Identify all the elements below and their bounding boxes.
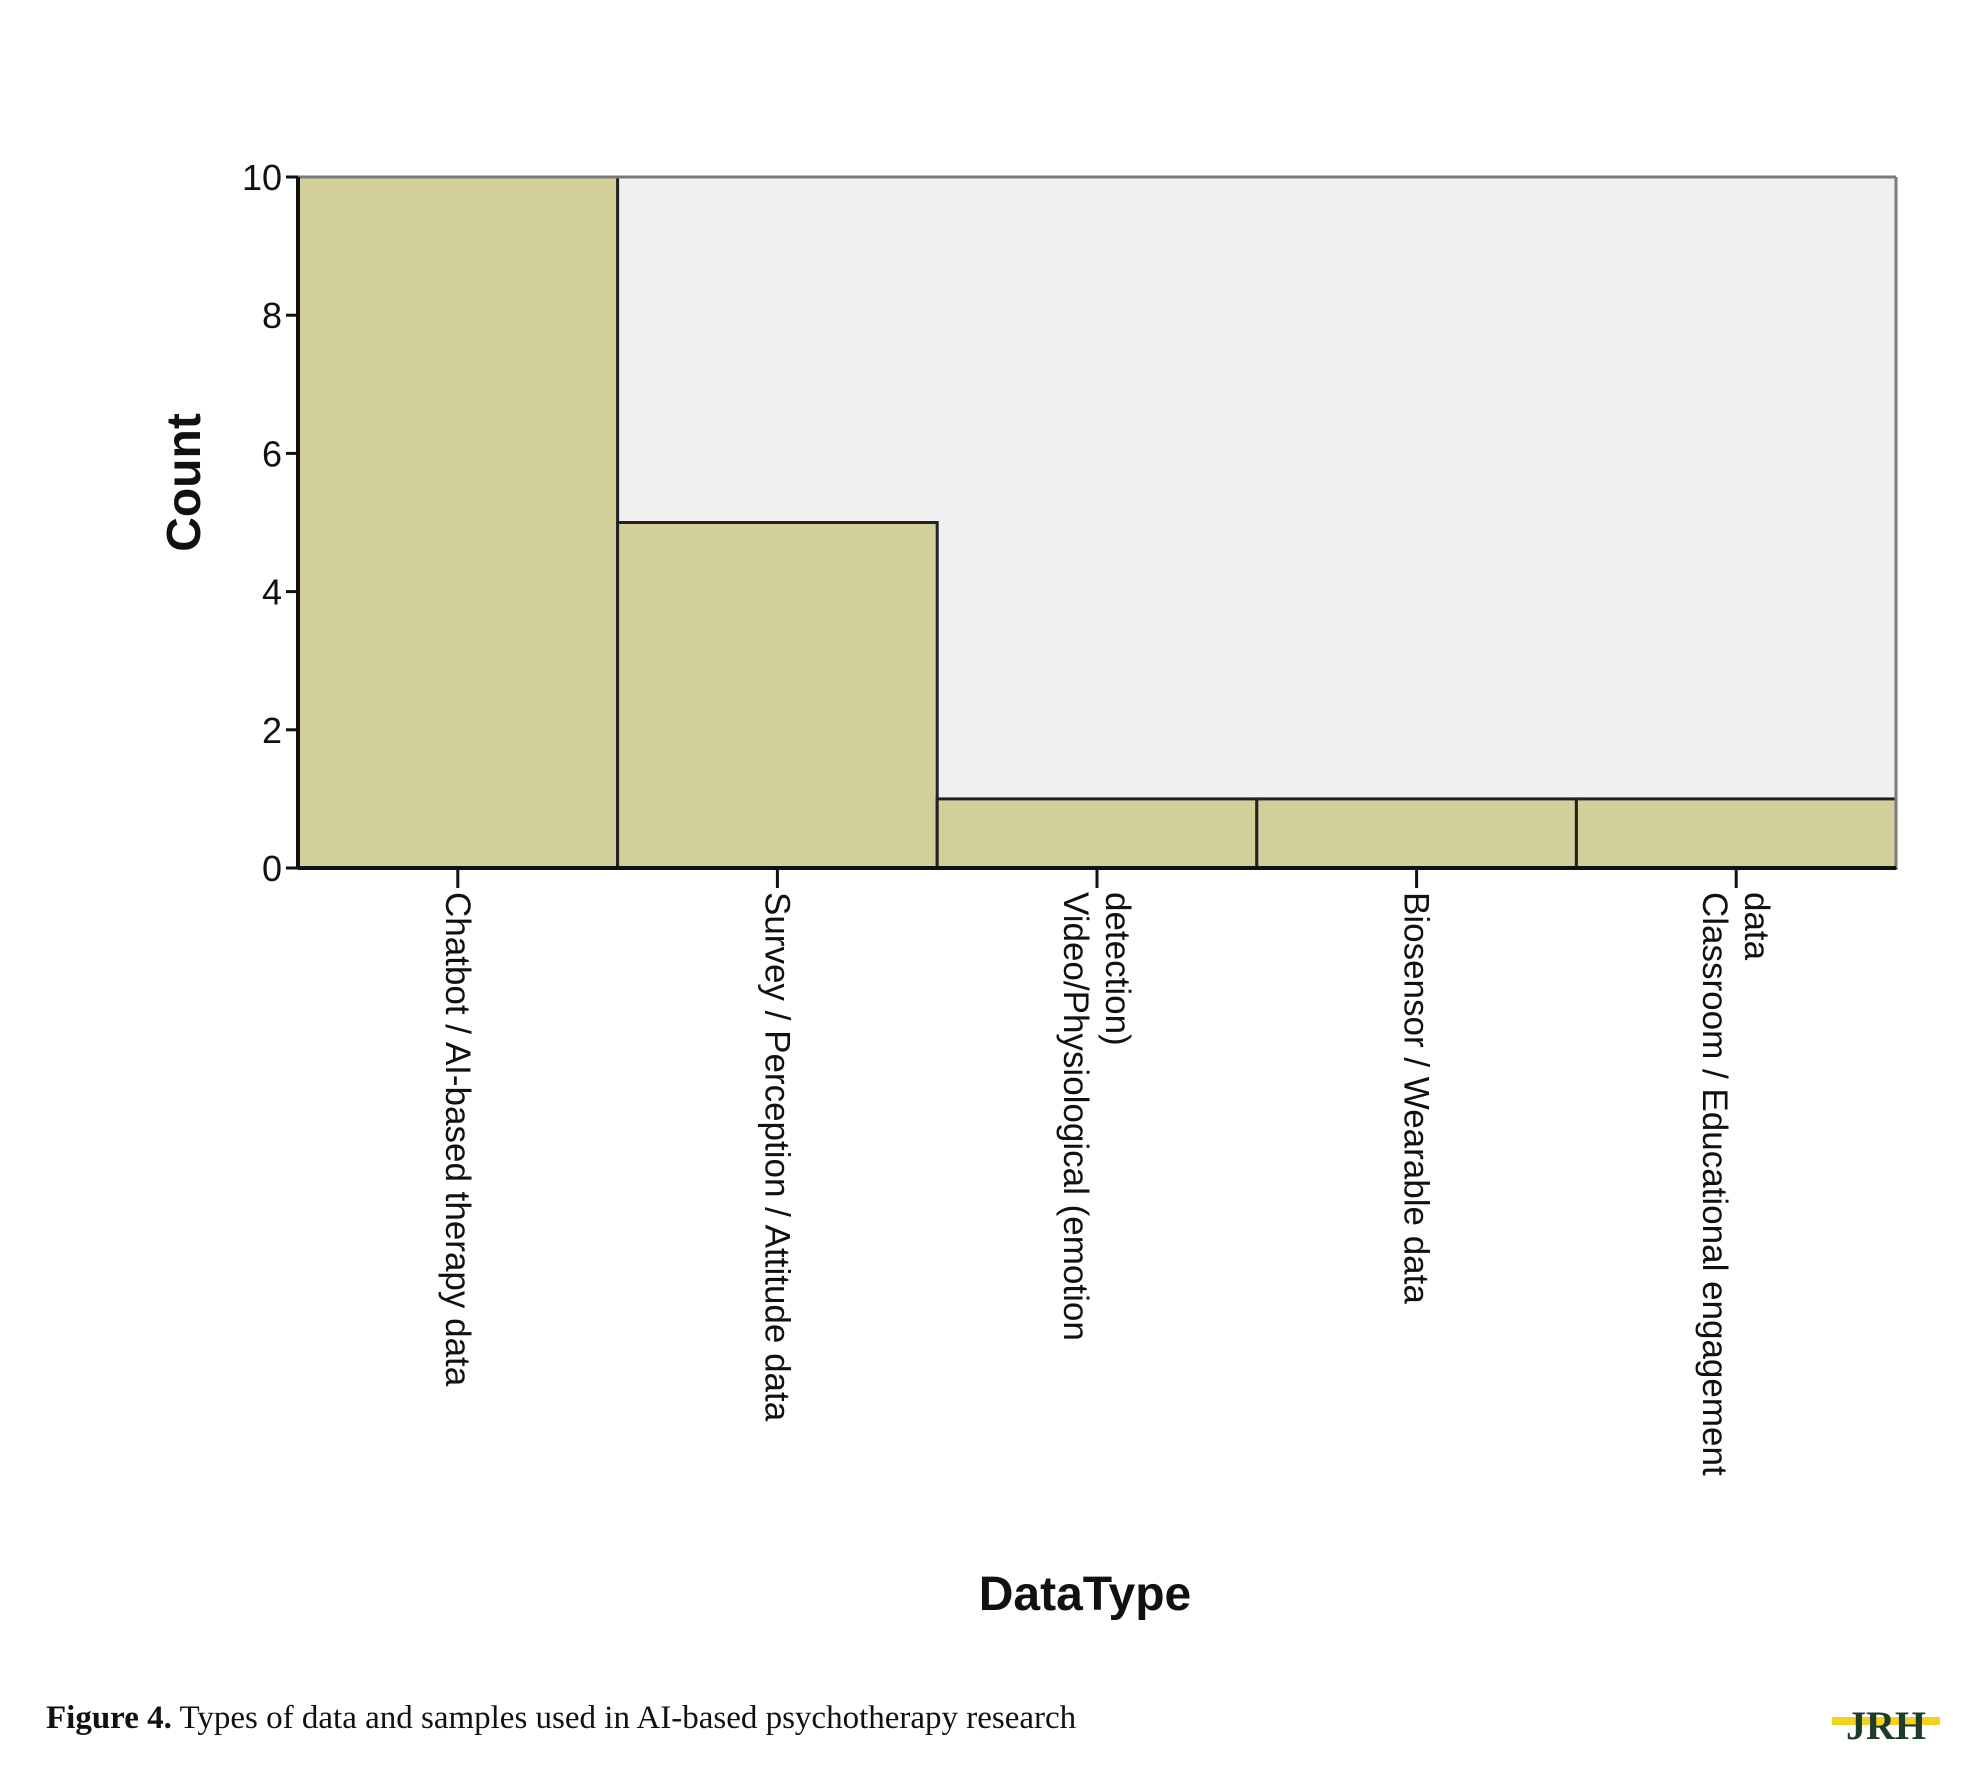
y-tick-label: 6 — [262, 433, 282, 474]
logo-accent-stripe — [1832, 1717, 1940, 1725]
x-tick-label-group: Biosensor / Wearable data — [1397, 892, 1436, 1304]
figure-caption-text: Types of data and samples used in AI-bas… — [171, 1700, 1077, 1736]
y-tick-label: 10 — [242, 157, 282, 198]
x-tick-label-group: Video/Physiological (emotion detection) — [1056, 892, 1137, 1341]
bar — [296, 175, 620, 870]
x-tick-label: data — [1737, 892, 1776, 961]
x-tick-label-group: Classroom / Educational engagement data — [1695, 892, 1776, 1476]
x-tick-label: Video/Physiological (emotion — [1056, 892, 1095, 1341]
x-tick-label-group: Survey / Perception / Attitude data — [757, 892, 796, 1422]
bar — [935, 797, 1259, 870]
figure-caption: Figure 4. Types of data and samples used… — [46, 1700, 1076, 1737]
y-tick-label: 2 — [262, 710, 282, 751]
bar — [616, 521, 939, 870]
x-axis-label: DataType — [979, 1568, 1192, 1621]
y-tick-label: 8 — [262, 295, 282, 336]
figure-label: Figure 4. — [46, 1700, 172, 1736]
x-tick-label-group: Chatbot / AI-based therapy data — [438, 892, 477, 1387]
x-tick-label: Chatbot / AI-based therapy data — [438, 892, 477, 1387]
x-tick-label: detection) — [1098, 892, 1137, 1046]
logo-text: JRH — [1846, 1703, 1926, 1743]
x-tick-label: Biosensor / Wearable data — [1397, 892, 1436, 1304]
y-tick-label: 4 — [262, 572, 282, 613]
x-axis: Chatbot / AI-based therapy data Survey / … — [438, 868, 1776, 1476]
x-tick-label: Survey / Perception / Attitude data — [757, 892, 796, 1422]
y-axis-label: Count — [158, 413, 211, 552]
y-tick-label: 0 — [262, 848, 282, 889]
bar — [1574, 797, 1898, 870]
bar — [1255, 797, 1578, 870]
x-tick-label: Classroom / Educational engagement — [1695, 892, 1734, 1476]
journal-logo: JRH — [1832, 1703, 1940, 1743]
bars — [296, 175, 1898, 870]
y-axis: 0 2 4 6 8 10 — [242, 157, 298, 889]
